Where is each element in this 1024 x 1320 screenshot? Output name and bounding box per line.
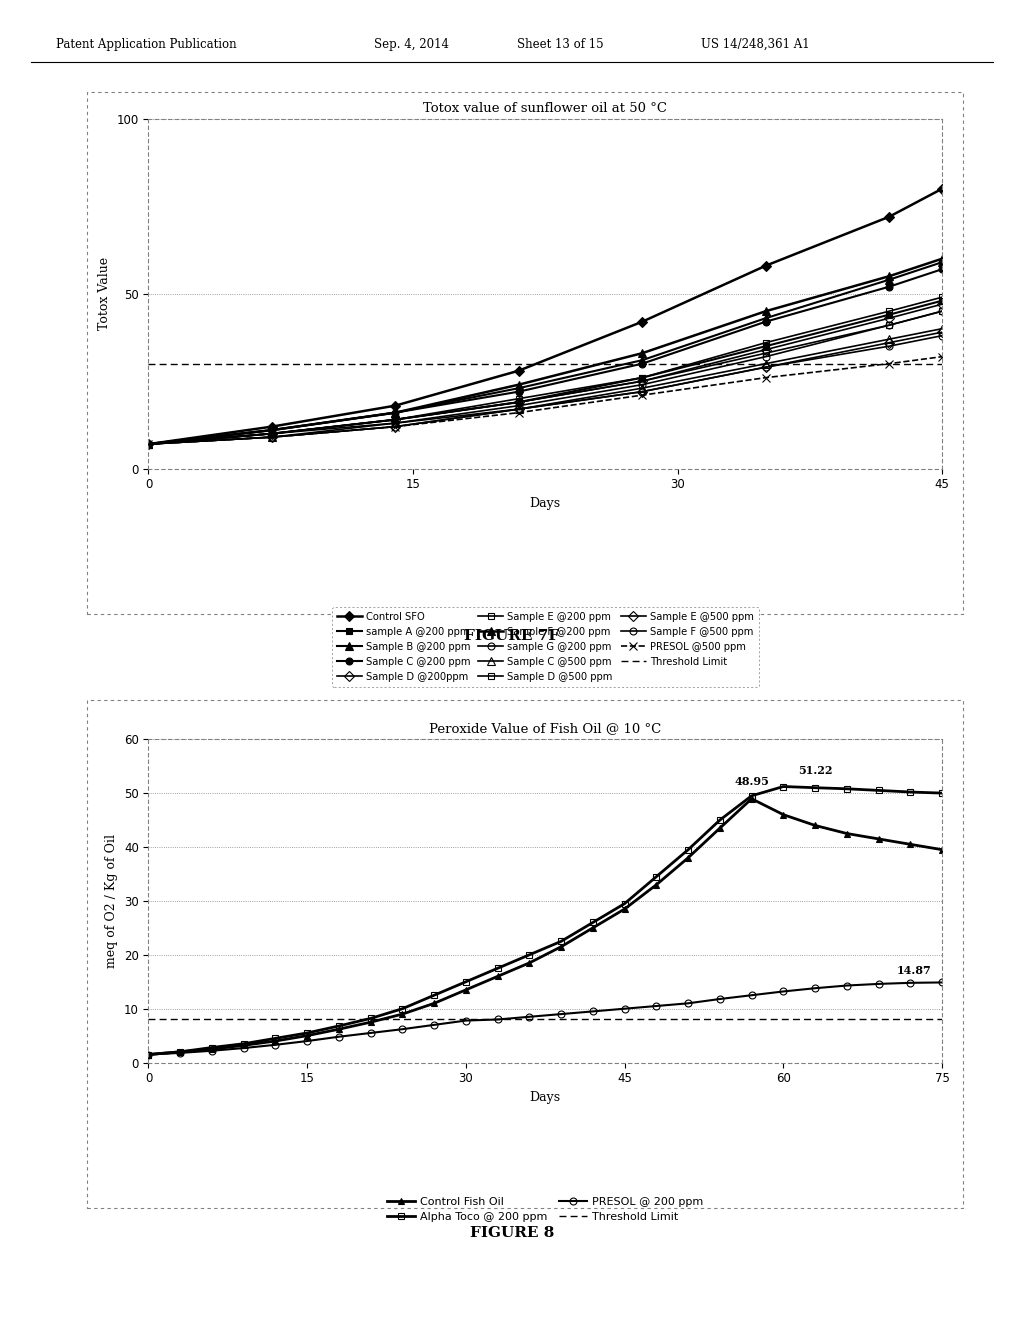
Text: 48.95: 48.95 <box>734 776 769 787</box>
Text: US 14/248,361 A1: US 14/248,361 A1 <box>701 37 810 50</box>
Title: Totox value of sunflower oil at 50 °C: Totox value of sunflower oil at 50 °C <box>423 102 668 115</box>
Text: FIGURE 7F: FIGURE 7F <box>464 630 560 643</box>
Text: 14.87: 14.87 <box>897 965 932 975</box>
Legend: Control Fish Oil, Alpha Toco @ 200 ppm, PRESOL @ 200 ppm, Threshold Limit: Control Fish Oil, Alpha Toco @ 200 ppm, … <box>382 1191 709 1228</box>
Y-axis label: meq of O2 / Kg of Oil: meq of O2 / Kg of Oil <box>105 834 119 968</box>
Text: Patent Application Publication: Patent Application Publication <box>56 37 237 50</box>
X-axis label: Days: Days <box>529 1090 561 1104</box>
Text: Sep. 4, 2014: Sep. 4, 2014 <box>374 37 449 50</box>
Text: 51.22: 51.22 <box>798 766 833 776</box>
Legend: Control SFO, sample A @200 ppm, Sample B @200 ppm, Sample C @200 ppm, Sample D @: Control SFO, sample A @200 ppm, Sample B… <box>332 606 759 686</box>
Text: FIGURE 8: FIGURE 8 <box>470 1226 554 1239</box>
Title: Peroxide Value of Fish Oil @ 10 °C: Peroxide Value of Fish Oil @ 10 °C <box>429 722 662 735</box>
Text: Sheet 13 of 15: Sheet 13 of 15 <box>517 37 604 50</box>
X-axis label: Days: Days <box>529 496 561 510</box>
Y-axis label: Totox Value: Totox Value <box>98 257 111 330</box>
